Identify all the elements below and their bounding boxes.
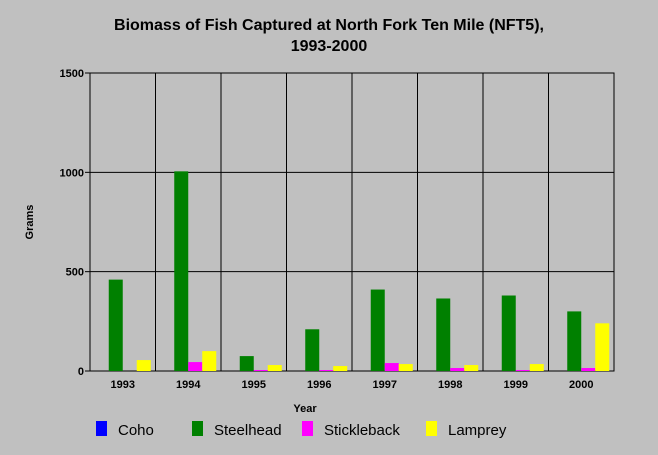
bar-lamprey-1993 xyxy=(136,360,151,371)
legend-label-lamprey: Lamprey xyxy=(448,422,507,439)
bar-steelhead-1997 xyxy=(370,289,385,371)
x-tick-label: 2000 xyxy=(569,379,593,391)
bars xyxy=(108,171,610,371)
x-tick-label: 1995 xyxy=(242,379,266,391)
y-tick-label: 1000 xyxy=(60,167,84,179)
x-tick-label: 1997 xyxy=(373,379,397,391)
chart-title-line1: Biomass of Fish Captured at North Fork T… xyxy=(114,17,544,34)
bar-lamprey-2000 xyxy=(595,323,610,371)
bar-steelhead-1995 xyxy=(239,356,254,371)
legend-label-stickleback: Stickleback xyxy=(324,422,400,439)
legend-label-coho: Coho xyxy=(118,422,154,439)
legend-swatch-stickleback xyxy=(302,421,313,436)
legend-swatch-steelhead xyxy=(192,421,203,436)
bar-lamprey-1999 xyxy=(529,364,544,371)
x-tick-label: 1996 xyxy=(307,379,331,391)
bar-stickleback-1998 xyxy=(450,368,465,371)
legend: Coho Steelhead Stickleback Lamprey xyxy=(96,421,507,439)
bar-stickleback-1996 xyxy=(319,370,334,371)
x-tick-label: 1993 xyxy=(111,379,135,391)
bar-lamprey-1998 xyxy=(464,365,479,371)
x-tick-label: 1999 xyxy=(504,379,528,391)
bar-stickleback-2000 xyxy=(581,368,596,371)
bar-lamprey-1997 xyxy=(398,364,413,371)
legend-swatch-coho xyxy=(96,421,107,436)
bar-steelhead-1998 xyxy=(436,298,451,371)
bar-stickleback-1994 xyxy=(188,362,203,371)
bar-stickleback-1995 xyxy=(253,370,268,371)
x-axis-label: Year xyxy=(293,403,317,415)
x-tick-label: 1998 xyxy=(438,379,462,391)
bar-lamprey-1994 xyxy=(202,351,217,371)
y-tick-label: 0 xyxy=(78,366,84,378)
bar-steelhead-1999 xyxy=(501,295,516,371)
bar-stickleback-1999 xyxy=(515,370,530,371)
bar-lamprey-1996 xyxy=(333,366,348,371)
x-tick-label: 1994 xyxy=(176,379,201,391)
axis-ticks: 0 500 1000 1500 1993 1994 1995 1996 1997 1998 1999… xyxy=(60,68,594,391)
y-tick-label: 500 xyxy=(66,267,84,279)
bar-stickleback-1997 xyxy=(384,363,399,371)
legend-label-steelhead: Steelhead xyxy=(214,422,282,439)
chart-title-line2: 1993-2000 xyxy=(291,38,368,55)
bar-steelhead-2000 xyxy=(567,311,582,371)
y-tick-label: 1500 xyxy=(60,68,84,80)
bar-steelhead-1994 xyxy=(174,171,189,371)
y-axis-label: Grams xyxy=(24,205,36,240)
bar-steelhead-1996 xyxy=(305,329,320,371)
bar-steelhead-1993 xyxy=(108,279,123,371)
bar-lamprey-1995 xyxy=(267,365,282,371)
legend-swatch-lamprey xyxy=(426,421,437,436)
